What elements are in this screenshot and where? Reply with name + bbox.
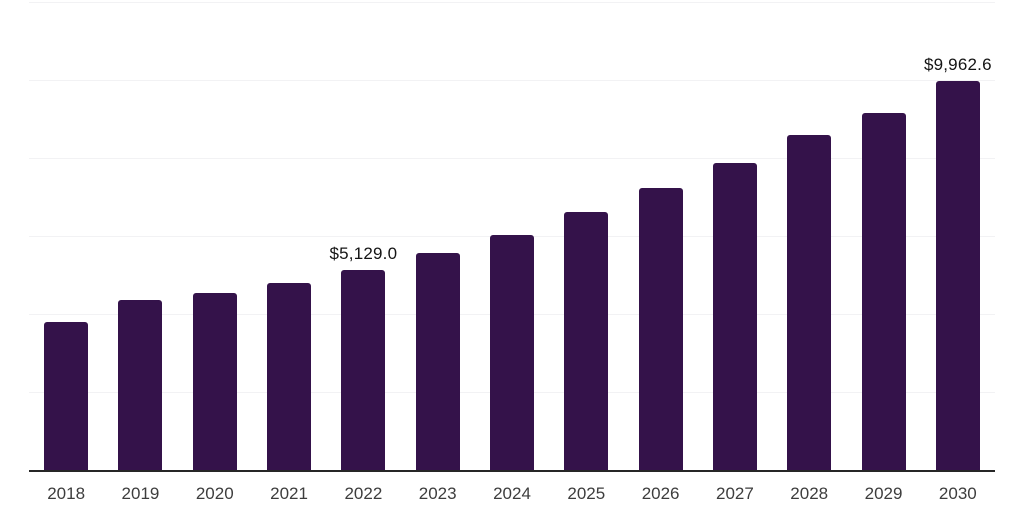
x-tick-label-2025: 2025: [567, 484, 606, 503]
bar-2021[interactable]: [267, 283, 312, 470]
bar-2022[interactable]: [341, 269, 386, 470]
value-label-2030: $9,962.6: [923, 55, 992, 75]
x-tick-label-2029: 2029: [864, 484, 903, 503]
bar-2020[interactable]: [192, 293, 237, 470]
x-tick-label-2021: 2021: [270, 484, 308, 503]
bar-2026[interactable]: [638, 188, 683, 470]
bar-2030[interactable]: [935, 81, 980, 470]
bar-2018[interactable]: [44, 322, 89, 470]
bar-2029[interactable]: [861, 112, 906, 470]
x-tick-label-2024: 2024: [493, 484, 531, 503]
bar-2027[interactable]: [712, 163, 757, 470]
gridline-10000: [29, 80, 995, 81]
x-tick-label-2022: 2022: [344, 484, 383, 503]
x-tick-label-2030: 2030: [938, 484, 977, 503]
x-tick-label-2018: 2018: [47, 484, 86, 503]
x-tick-label-2019: 2019: [121, 484, 160, 503]
bar-2028[interactable]: [787, 135, 832, 470]
plot-area: $5,129.0 $9,962.6: [29, 2, 995, 472]
value-label-2022: $5,129.0: [329, 243, 398, 263]
x-tick-label-2023: 2023: [418, 484, 457, 503]
x-axis: 2018 2019 2020 2021 2022 2023 2024 2025 2026 2027…: [29, 472, 995, 512]
x-tick-label-2028: 2028: [790, 484, 829, 503]
x-tick-label-2027: 2027: [716, 484, 754, 503]
x-tick-label-2020: 2020: [195, 484, 234, 503]
gridline-12000: [29, 2, 995, 3]
x-tick-label-2026: 2026: [641, 484, 680, 503]
bar-2024[interactable]: [490, 234, 534, 470]
bar-2019[interactable]: [118, 299, 163, 470]
bar-2025[interactable]: [564, 212, 609, 470]
gridline-8000: [29, 158, 995, 159]
bar-2023[interactable]: [415, 252, 460, 470]
